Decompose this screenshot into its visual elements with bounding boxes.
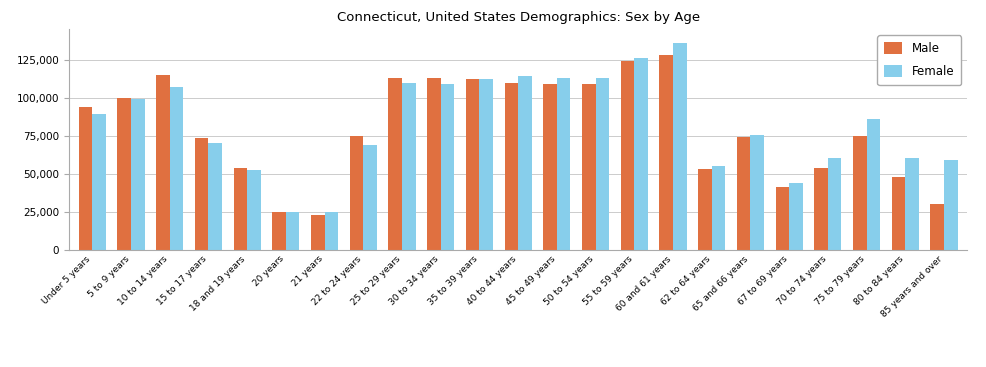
- Bar: [789, 183, 802, 250]
- Bar: [542, 84, 556, 250]
- Bar: [852, 136, 866, 250]
- Bar: [170, 87, 183, 250]
- Bar: [556, 78, 570, 250]
- Bar: [441, 84, 454, 250]
- Bar: [427, 78, 441, 250]
- Bar: [518, 76, 531, 250]
- Bar: [388, 78, 401, 250]
- Bar: [943, 160, 956, 250]
- Bar: [286, 212, 299, 250]
- Bar: [363, 145, 377, 250]
- Bar: [117, 98, 131, 250]
- Bar: [311, 215, 324, 250]
- Bar: [93, 115, 106, 250]
- Bar: [324, 212, 338, 250]
- Bar: [131, 99, 144, 250]
- Legend: Male, Female: Male, Female: [877, 35, 960, 85]
- Bar: [504, 83, 518, 250]
- Bar: [194, 138, 208, 250]
- Bar: [479, 80, 493, 250]
- Bar: [401, 83, 415, 250]
- Bar: [749, 135, 763, 250]
- Bar: [349, 136, 363, 250]
- Bar: [711, 166, 725, 250]
- Bar: [775, 187, 789, 250]
- Bar: [697, 169, 711, 250]
- Bar: [620, 61, 634, 250]
- Bar: [465, 80, 479, 250]
- Bar: [672, 43, 686, 250]
- Bar: [272, 212, 286, 250]
- Bar: [827, 159, 841, 250]
- Bar: [246, 170, 260, 250]
- Bar: [904, 159, 918, 250]
- Bar: [595, 78, 608, 250]
- Bar: [234, 168, 246, 250]
- Bar: [930, 204, 943, 250]
- Bar: [79, 107, 93, 250]
- Title: Connecticut, United States Demographics: Sex by Age: Connecticut, United States Demographics:…: [336, 11, 699, 24]
- Bar: [156, 75, 170, 250]
- Bar: [813, 168, 827, 250]
- Bar: [659, 55, 672, 250]
- Bar: [866, 119, 880, 250]
- Bar: [208, 143, 222, 250]
- Bar: [582, 84, 595, 250]
- Bar: [737, 137, 749, 250]
- Bar: [891, 177, 904, 250]
- Bar: [634, 58, 647, 250]
